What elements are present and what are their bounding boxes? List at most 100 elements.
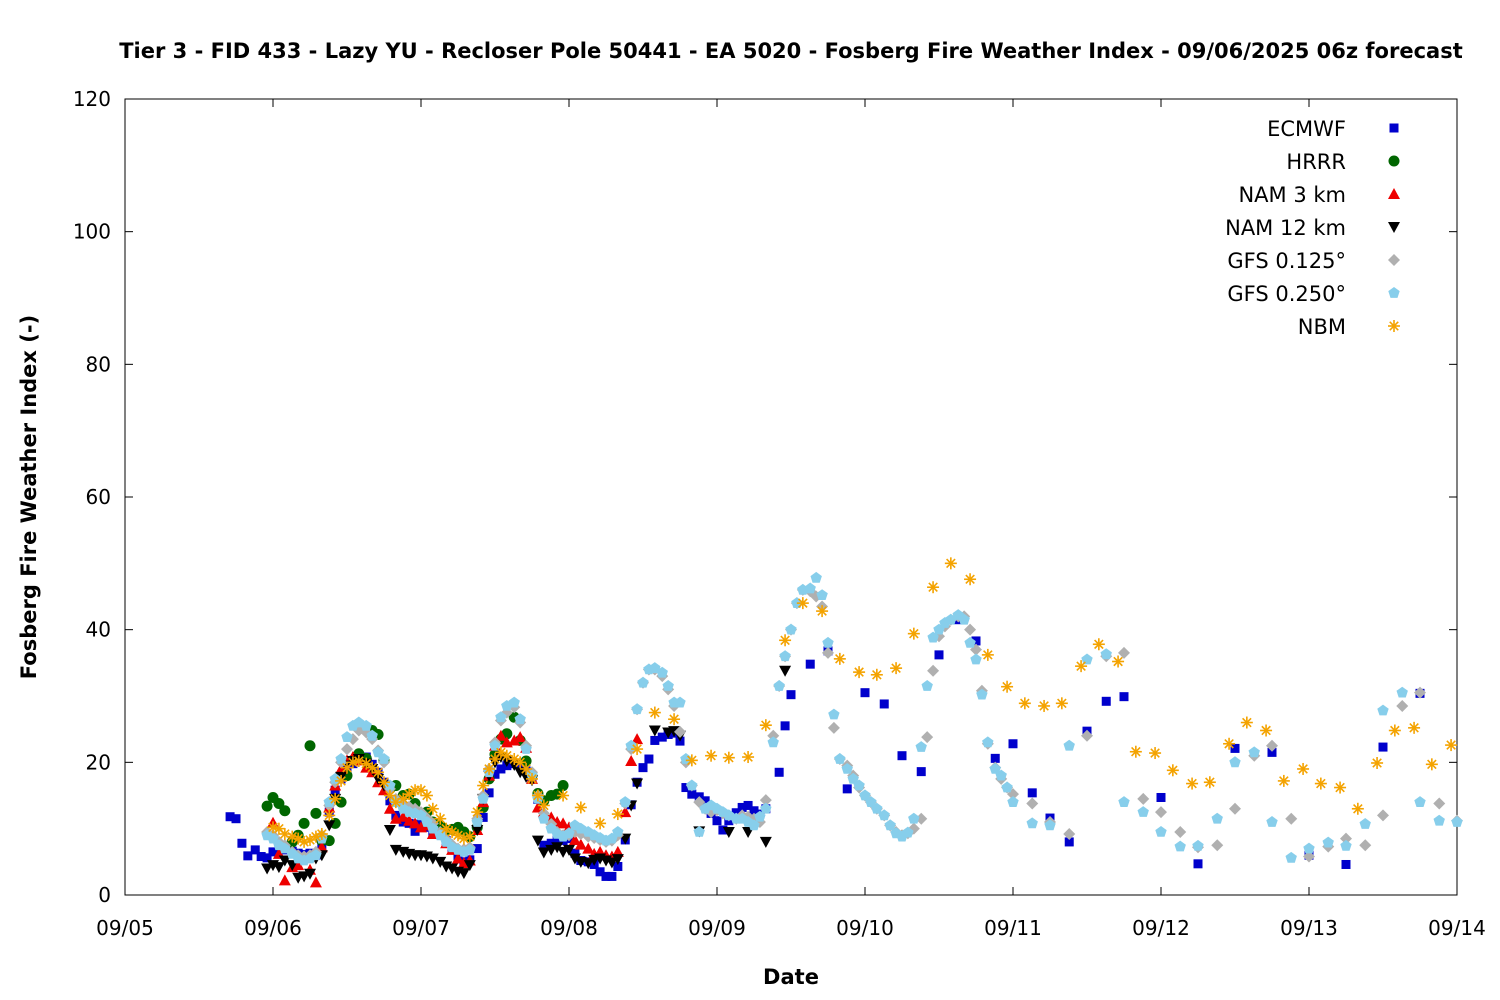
data-point (662, 680, 674, 691)
data-point (656, 666, 668, 678)
data-point (1118, 796, 1130, 807)
data-point (366, 729, 378, 741)
data-point (990, 753, 1000, 763)
data-point (810, 571, 822, 583)
data-point (514, 731, 527, 743)
data-point (1303, 842, 1315, 854)
data-point (1230, 743, 1240, 753)
data-point (674, 725, 686, 738)
data-point (508, 734, 521, 746)
data-point (638, 763, 648, 773)
data-point (1359, 839, 1372, 852)
data-point (1303, 850, 1315, 863)
data-point (681, 783, 691, 793)
data-point (397, 810, 410, 822)
data-point (1166, 764, 1179, 777)
data-point (1377, 809, 1389, 822)
data-point (310, 807, 322, 819)
data-point (1340, 832, 1352, 845)
y-tick-label: 0 (98, 883, 111, 907)
data-point (605, 857, 618, 869)
data-point (1026, 797, 1039, 810)
data-point (1118, 646, 1130, 659)
data-point (1155, 826, 1167, 837)
data-point (341, 743, 353, 756)
data-point (805, 659, 815, 669)
data-point (847, 772, 859, 784)
data-point (557, 817, 570, 829)
data-point (1211, 812, 1223, 824)
data-point (472, 844, 482, 854)
data-point (871, 802, 883, 814)
data-point (335, 774, 348, 787)
data-point (478, 812, 488, 822)
data-point (1064, 837, 1074, 847)
data-point (563, 844, 575, 856)
data-point (463, 860, 476, 872)
data-point (870, 668, 883, 681)
data-point (477, 792, 489, 804)
data-point (463, 830, 476, 843)
data-point (686, 779, 698, 791)
data-point (335, 753, 347, 764)
data-point (1266, 816, 1278, 827)
data-point (611, 845, 624, 857)
data-point (995, 769, 1007, 781)
data-point (272, 862, 285, 874)
data-point (309, 876, 322, 888)
data-point (1186, 777, 1199, 790)
data-point (508, 696, 520, 708)
data-point (981, 648, 994, 661)
data-point (568, 853, 581, 865)
data-point (611, 854, 624, 866)
data-point (916, 767, 926, 777)
data-point (1081, 729, 1093, 742)
x-tick-label: 09/05 (96, 916, 154, 940)
data-point (1129, 745, 1142, 758)
data-point (1340, 839, 1352, 851)
data-point (668, 713, 681, 726)
data-point (434, 856, 447, 868)
data-point (372, 746, 384, 758)
x-tick-label: 09/09 (688, 916, 746, 940)
data-point (383, 824, 396, 836)
data-point (1081, 653, 1093, 665)
data-point (261, 800, 273, 812)
data-point (267, 832, 279, 844)
data-point (650, 735, 660, 745)
data-point (1334, 781, 1347, 794)
data-point (457, 832, 470, 845)
data-point (625, 755, 638, 767)
data-point (531, 835, 544, 847)
data-point (574, 801, 587, 814)
data-point (1359, 818, 1371, 829)
data-point (490, 769, 500, 779)
data-point (1055, 697, 1068, 710)
data-point (1451, 816, 1463, 827)
data-point (557, 780, 569, 792)
data-point (1174, 825, 1187, 838)
data-point (915, 741, 927, 752)
x-tick-label: 09/14 (1428, 916, 1486, 940)
x-tick-label: 09/12 (1132, 916, 1190, 940)
data-point (1414, 796, 1426, 807)
data-point (644, 754, 654, 764)
data-point (927, 664, 940, 677)
data-point (841, 763, 853, 774)
data-point (759, 836, 772, 848)
data-point (496, 764, 506, 774)
data-point (657, 732, 667, 742)
data-point (279, 805, 291, 817)
data-point (816, 589, 828, 600)
data-point (1314, 777, 1327, 790)
data-point (1027, 788, 1037, 798)
data-point (551, 842, 564, 854)
data-point (964, 636, 976, 648)
data-point (1445, 739, 1458, 752)
data-point (1433, 814, 1445, 826)
data-point (828, 708, 840, 720)
data-point (237, 838, 247, 848)
data-point (897, 751, 907, 761)
data-point (860, 688, 870, 698)
data-point (1203, 776, 1216, 789)
